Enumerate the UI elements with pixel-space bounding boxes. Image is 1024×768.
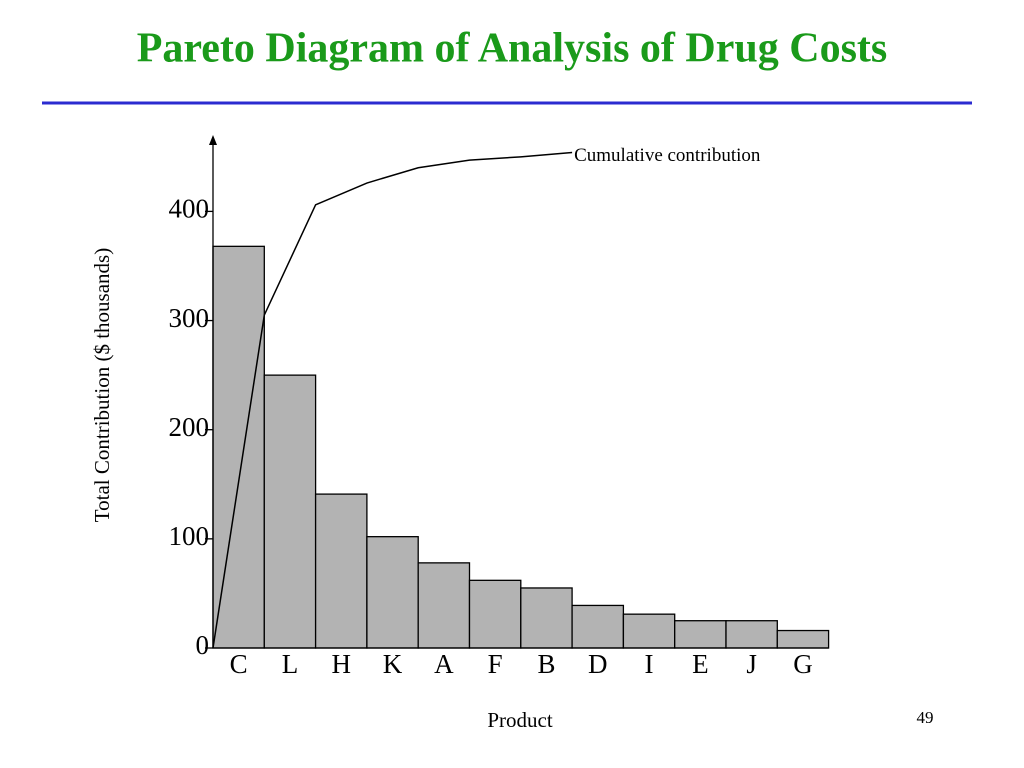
y-tick-label: 400: [169, 194, 210, 224]
x-tick-label: J: [746, 649, 757, 679]
slide-title: Pareto Diagram of Analysis of Drug Costs: [137, 26, 888, 72]
x-tick-label: C: [230, 649, 248, 679]
x-tick-label: L: [282, 649, 299, 679]
y-tick-label: 200: [169, 412, 210, 442]
y-axis-arrow: [209, 135, 217, 145]
cumulative-label: Cumulative contribution: [574, 145, 761, 166]
bar: [417, 562, 471, 649]
cumulative-line: [212, 151, 573, 649]
y-axis-label: Total Contribution ($ thousands): [90, 248, 114, 522]
y-tick-label: 100: [169, 521, 210, 551]
bar: [674, 620, 727, 649]
x-tick-label: I: [645, 649, 654, 679]
bar: [212, 245, 265, 649]
bar: [366, 536, 419, 649]
x-axis-label: Product: [487, 708, 552, 732]
x-tick-label: H: [332, 649, 352, 679]
bar: [776, 629, 830, 649]
bar: [571, 604, 625, 649]
x-tick-label: G: [793, 649, 813, 679]
bar: [263, 374, 317, 649]
bar: [622, 613, 676, 649]
bar: [314, 493, 368, 649]
x-tick-label: K: [383, 649, 403, 679]
bar: [725, 620, 778, 649]
x-tick-label: F: [488, 649, 503, 679]
page-number: 49: [917, 708, 934, 727]
y-tick-label: 300: [169, 303, 210, 333]
bar: [468, 579, 522, 649]
bar: [520, 587, 573, 649]
x-tick-label: B: [537, 649, 555, 679]
x-tick-label: E: [692, 649, 709, 679]
x-tick-label: D: [588, 649, 608, 679]
y-tick-label: 0: [196, 630, 210, 660]
x-tick-label: A: [434, 649, 454, 679]
